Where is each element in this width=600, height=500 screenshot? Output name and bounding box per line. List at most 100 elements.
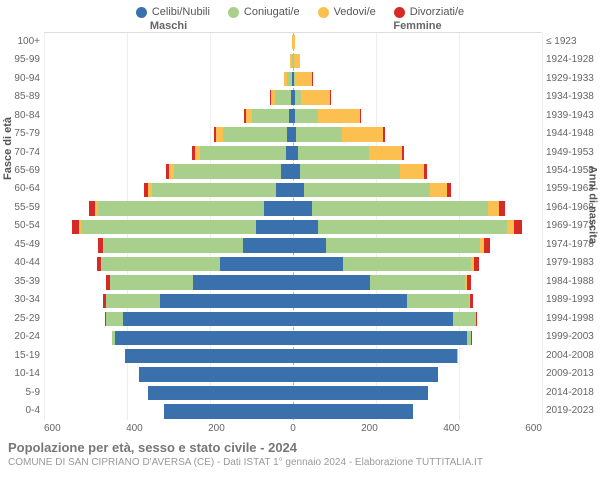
female-bar [293, 70, 542, 88]
bar-segment [507, 220, 514, 234]
bar-segment [318, 109, 360, 123]
pyramid-row [44, 199, 542, 217]
bar-segment [81, 220, 255, 234]
bar-segment [298, 146, 369, 160]
bar-segment [293, 367, 438, 381]
birth-year-label: 1939-1943 [546, 106, 600, 124]
bar-segment [104, 238, 243, 252]
age-labels: 100+95-9990-9485-8980-8475-7970-7465-696… [0, 32, 44, 420]
gridline [542, 33, 543, 420]
pyramid-row [44, 218, 542, 236]
bar-segment [102, 257, 220, 271]
x-tick: 600 [525, 423, 542, 434]
bar-segment [110, 275, 193, 289]
pyramid-row [44, 347, 542, 365]
bar-segment [139, 367, 293, 381]
bar-segment [264, 201, 293, 215]
legend-label: Vedovi/e [334, 6, 376, 18]
legend-label: Divorziati/e [410, 6, 464, 18]
birth-year-label: 2019-2023 [546, 401, 600, 419]
bar-segment [293, 238, 326, 252]
bar-segment [318, 220, 507, 234]
age-label: 0-4 [0, 401, 40, 419]
bar-segment [293, 183, 304, 197]
age-label: 55-59 [0, 198, 40, 216]
bar-segment [252, 109, 289, 123]
age-label: 20-24 [0, 328, 40, 346]
male-bar [44, 107, 293, 125]
pyramid-row [44, 51, 542, 69]
chart-title: Popolazione per età, sesso e stato civil… [8, 440, 592, 455]
male-bar [44, 365, 293, 383]
legend-label: Celibi/Nubili [152, 6, 210, 18]
age-label: 15-19 [0, 346, 40, 364]
legend-swatch [394, 7, 405, 18]
bar-segment [152, 183, 277, 197]
pyramid-row [44, 162, 542, 180]
age-label: 30-34 [0, 291, 40, 309]
age-label: 45-49 [0, 235, 40, 253]
female-bar [293, 144, 542, 162]
pyramid-row [44, 70, 542, 88]
age-label: 10-14 [0, 364, 40, 382]
bar-segment [453, 312, 476, 326]
bar-segment [125, 349, 293, 363]
bar-segment [470, 294, 473, 308]
bar-segment [275, 90, 291, 104]
female-bar [293, 365, 542, 383]
pyramid-row [44, 329, 542, 347]
birth-year-label: 1999-2003 [546, 328, 600, 346]
bar-segment [123, 312, 293, 326]
bar-segment [430, 183, 447, 197]
bar-segment [330, 90, 331, 104]
bar-segment [474, 257, 479, 271]
legend-item: Divorziati/e [394, 6, 464, 18]
birth-year-label: 2004-2008 [546, 346, 600, 364]
bar-segment [160, 294, 293, 308]
birth-year-label: 1949-1953 [546, 143, 600, 161]
bar-segment [276, 183, 293, 197]
birth-year-label: 2014-2018 [546, 383, 600, 401]
legend-item: Coniugati/e [228, 6, 300, 18]
x-axis: 6004002000200400600 [44, 420, 542, 434]
pyramid-row [44, 292, 542, 310]
x-tick: 0 [290, 423, 296, 434]
female-bar [293, 384, 542, 402]
male-bar [44, 125, 293, 143]
bar-segment [293, 35, 295, 49]
bar-segment [223, 127, 287, 141]
bar-segment [293, 386, 428, 400]
female-bar [293, 273, 542, 291]
female-bar [293, 236, 542, 254]
age-label: 35-39 [0, 272, 40, 290]
bar-segment [370, 275, 465, 289]
female-bar [293, 125, 542, 143]
bar-segment [216, 127, 223, 141]
bar-segment [400, 164, 424, 178]
female-bar [293, 199, 542, 217]
male-bar [44, 199, 293, 217]
bar-segment [360, 109, 361, 123]
pyramid-row [44, 88, 542, 106]
plot [44, 32, 542, 420]
bar-segment [301, 90, 330, 104]
bar-segment [98, 201, 264, 215]
pyramid-row [44, 125, 542, 143]
bar-segment [193, 275, 293, 289]
bar-segment [281, 164, 293, 178]
bar-segment [402, 146, 404, 160]
bar-segment [106, 294, 160, 308]
bar-segment [300, 164, 400, 178]
female-bar [293, 218, 542, 236]
bar-segment [293, 312, 453, 326]
female-bar [293, 51, 542, 69]
female-bar [293, 88, 542, 106]
male-bar [44, 292, 293, 310]
legend-swatch [228, 7, 239, 18]
male-bar [44, 181, 293, 199]
x-tick: 400 [443, 423, 460, 434]
plot-area: 100+95-9990-9485-8980-8475-7970-7465-696… [0, 32, 600, 420]
female-bar [293, 255, 542, 273]
male-bar [44, 88, 293, 106]
bar-segment [200, 146, 285, 160]
